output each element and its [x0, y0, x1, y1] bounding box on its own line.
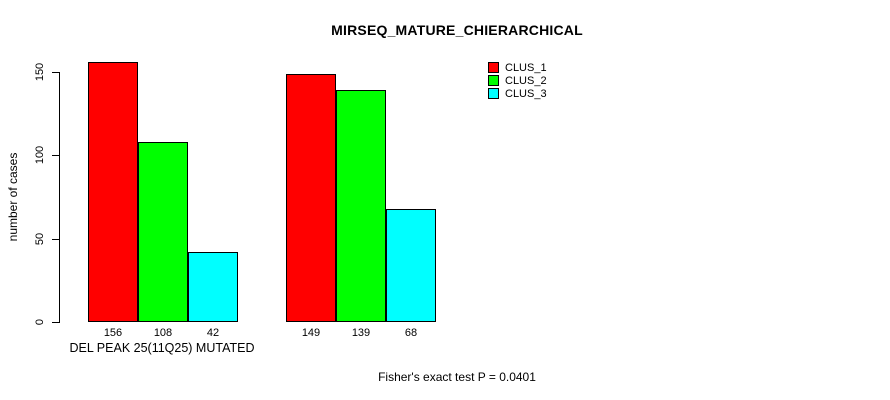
legend-swatch-icon: [488, 62, 499, 73]
stat-annotation: Fisher's exact test P = 0.0401: [378, 370, 536, 384]
bar-value-label: 156: [103, 327, 123, 339]
bar-value-label: 149: [301, 327, 321, 339]
bar-value-label: 139: [351, 327, 371, 339]
legend-label: CLUS_2: [505, 74, 547, 87]
legend-swatch-icon: [488, 88, 499, 99]
bar-clus_3-group1: [188, 252, 238, 322]
legend-item-clus_2: CLUS_2: [488, 74, 547, 87]
legend-label: CLUS_1: [505, 61, 547, 74]
y-tick-mark: [52, 322, 59, 323]
y-tick-label: 150: [34, 62, 46, 82]
legend-label: CLUS_3: [505, 87, 547, 100]
y-axis-line: [59, 72, 60, 323]
bar-clus_3-group2: [386, 209, 436, 322]
y-tick-mark: [52, 155, 59, 156]
y-tick-label: 100: [34, 145, 46, 165]
y-axis-label: number of cases: [6, 152, 20, 242]
y-tick-label: 0: [34, 318, 46, 326]
bar-value-label: 68: [404, 327, 418, 339]
bar-value-label: 108: [153, 327, 173, 339]
legend-item-clus_3: CLUS_3: [488, 87, 547, 100]
bar-clus_1-group1: [88, 62, 138, 322]
chart-title: MIRSEQ_MATURE_CHIERARCHICAL: [331, 22, 583, 38]
legend-item-clus_1: CLUS_1: [488, 61, 547, 74]
bar-clus_1-group2: [286, 74, 336, 322]
y-tick-mark: [52, 72, 59, 73]
legend-swatch-icon: [488, 75, 499, 86]
bar-value-label: 42: [206, 327, 220, 339]
bar-clus_2-group2: [336, 90, 386, 322]
bar-clus_2-group1: [138, 142, 188, 322]
x-axis-group-label: DEL PEAK 25(11Q25) MUTATED: [69, 341, 255, 355]
legend: CLUS_1 CLUS_2 CLUS_3: [488, 61, 547, 100]
y-tick-mark: [52, 239, 59, 240]
y-tick-label: 50: [34, 232, 46, 246]
